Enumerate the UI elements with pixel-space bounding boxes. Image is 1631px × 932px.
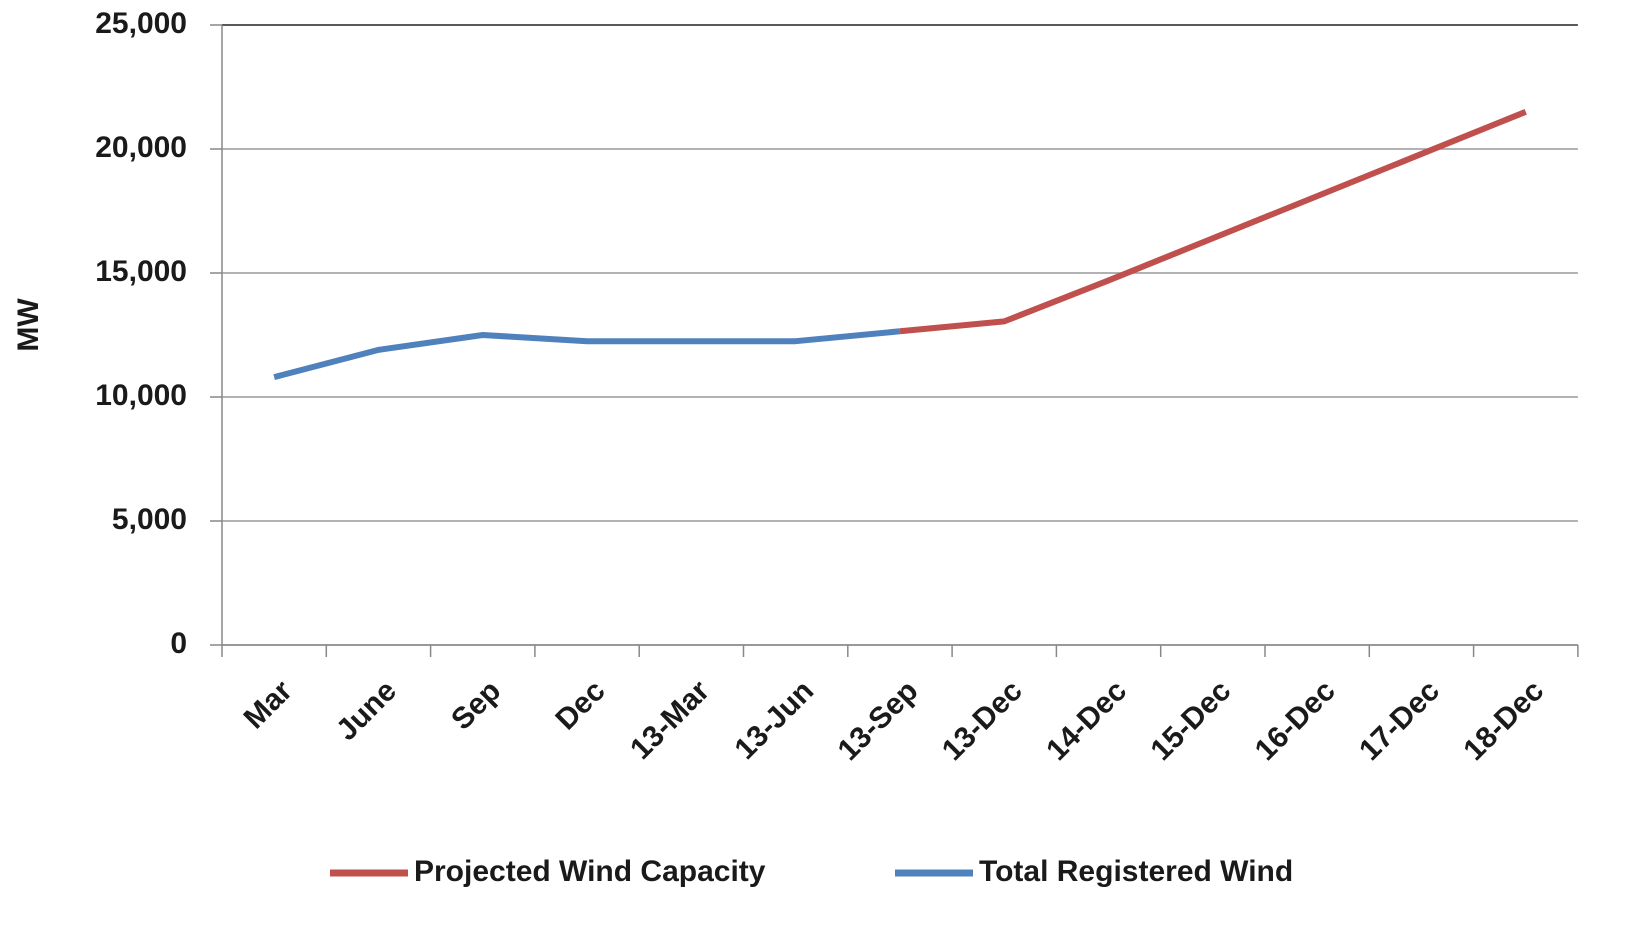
x-tick-label: Sep — [445, 674, 507, 736]
y-tick-label: 0 — [170, 627, 187, 660]
x-tick-label: 16-Dec — [1249, 674, 1342, 767]
y-tick-label: 5,000 — [112, 503, 187, 536]
x-tick-label: 14-Dec — [1040, 674, 1133, 767]
x-tick-label: 13-Sep — [832, 674, 925, 767]
x-tick-label: June — [330, 674, 403, 747]
x-tick-label: Mar — [238, 674, 299, 735]
y-tick-label: 25,000 — [95, 7, 187, 40]
y-tick-label: 10,000 — [95, 379, 187, 412]
x-tick-label: 13-Dec — [936, 674, 1029, 767]
legend-label: Total Registered Wind — [979, 855, 1293, 888]
x-tick-label: 13-Jun — [728, 674, 820, 766]
x-tick-label: 18-Dec — [1457, 674, 1550, 767]
legend-label: Projected Wind Capacity — [414, 855, 766, 888]
x-tick-label: 13-Mar — [624, 674, 716, 766]
y-tick-label: 15,000 — [95, 255, 187, 288]
series-line — [273, 328, 901, 381]
x-tick-label: Dec — [549, 674, 611, 736]
x-tick-label: 17-Dec — [1353, 674, 1446, 767]
y-axis-label: MW — [12, 298, 45, 352]
y-tick-label: 20,000 — [95, 131, 187, 164]
series-line — [899, 109, 1527, 335]
x-tick-label: 15-Dec — [1144, 674, 1237, 767]
